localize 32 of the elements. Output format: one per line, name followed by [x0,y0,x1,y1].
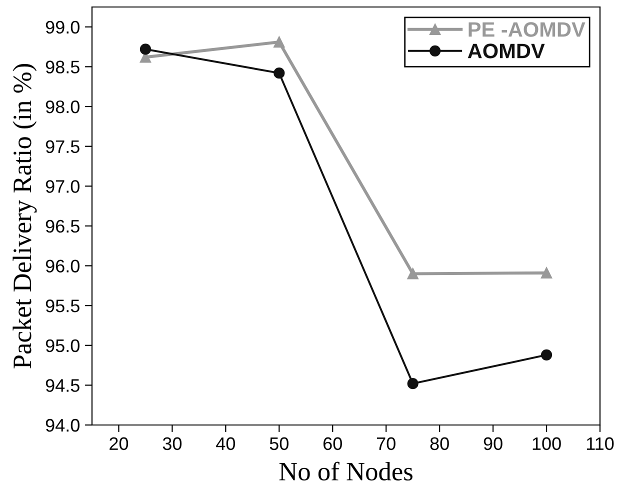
point [274,68,285,79]
y-tick-label: 95.5 [46,300,80,312]
y-axis-title: Packet Delivery Ratio (in %) [12,64,37,368]
y-tick-label: 99.0 [46,20,80,34]
x-tick-label: 90 [484,437,502,450]
x-tick-label: 20 [110,437,128,450]
y-tick-label: 96.0 [46,260,80,272]
point [274,36,285,48]
x-tick-label: 100 [532,437,561,450]
x-tick-label: 110 [586,437,614,450]
x-tick-label: 50 [270,437,288,450]
y-tick-label: 94.0 [46,418,80,432]
legend-label: AOMDV [468,44,545,58]
x-tick-label: 30 [162,437,182,450]
point [407,378,418,390]
point [540,349,552,360]
x-tick-label: 60 [324,437,342,450]
x-tick-label: 70 [376,437,396,450]
x-tick-label: 40 [216,437,236,450]
y-tick-label: 95.0 [46,339,80,352]
y-tick-label: 97.5 [46,140,80,154]
y-tick-label: 94.5 [46,379,80,392]
point [407,268,418,280]
legend-label: PE -AOMDV [468,22,586,37]
x-tick-label: 80 [430,437,449,450]
y-tick-label: 96.5 [46,220,80,233]
x-axis-title: No of Nodes [279,462,412,481]
y-tick-label: 98.0 [46,100,80,114]
point [140,44,152,55]
y-tick-label: 98.5 [46,60,80,74]
y-tick-label: 97.0 [46,180,80,193]
point [540,267,552,278]
